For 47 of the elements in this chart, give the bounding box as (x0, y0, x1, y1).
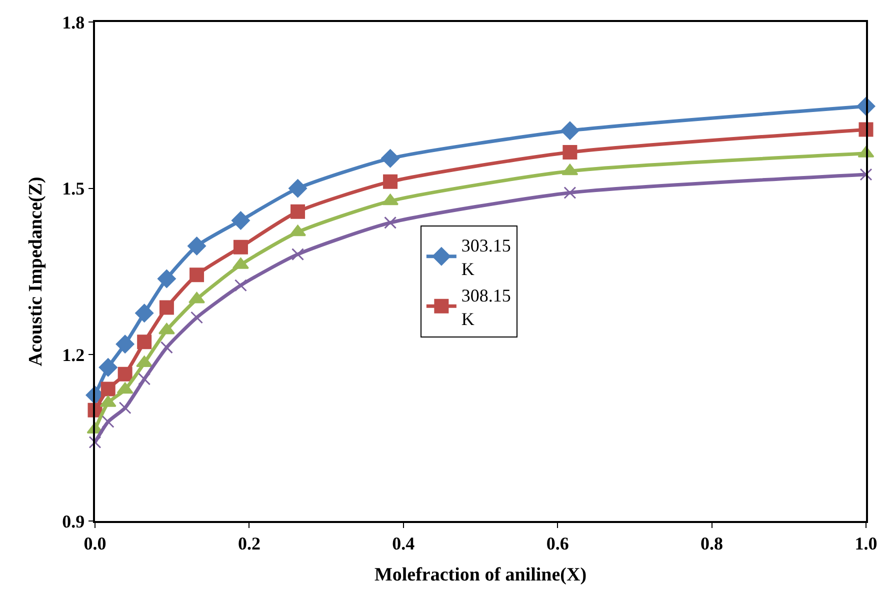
point (860, 168, 872, 181)
point (100, 382, 116, 396)
y-tick-label: 1.2 (62, 344, 85, 365)
legend-label: 308.15 K (461, 286, 511, 329)
x-tick-label: 0.8 (700, 533, 724, 554)
point (232, 211, 250, 230)
point (160, 341, 173, 354)
y-tick-label: 0.9 (62, 511, 85, 532)
point (190, 268, 204, 282)
point (159, 300, 174, 315)
point (383, 174, 398, 189)
point (98, 358, 118, 377)
point (116, 382, 134, 394)
point (135, 304, 154, 322)
point (288, 179, 307, 198)
point (188, 292, 206, 304)
point (190, 311, 204, 324)
x-axis-title: Molefraction of aniline(X) (374, 564, 587, 586)
point (381, 149, 400, 168)
y-axis-title: Acoustic Impedance(Z) (26, 176, 46, 366)
point (188, 236, 206, 256)
point (290, 224, 306, 236)
point (292, 248, 304, 261)
point (382, 194, 399, 206)
point (158, 270, 176, 288)
x-tick-label: 1.0 (854, 533, 878, 554)
point (384, 216, 397, 229)
x-tick-label: 0.4 (392, 533, 415, 554)
y-tick-label: 1.5 (62, 178, 85, 199)
x-tick-label: 0.0 (84, 533, 106, 554)
x-tick-label: 0.2 (238, 533, 260, 554)
point (118, 366, 132, 382)
point (562, 145, 578, 160)
point (116, 334, 134, 354)
point (564, 186, 576, 200)
point (138, 372, 151, 386)
legend-label: 303.15 K (461, 236, 511, 280)
point (118, 402, 132, 414)
point (234, 279, 247, 292)
point (560, 121, 580, 140)
y-tick-label: 1.8 (62, 12, 85, 32)
x-tick-label: 0.6 (546, 533, 569, 554)
point (290, 204, 306, 219)
point (88, 436, 102, 449)
point (102, 416, 114, 428)
point (137, 334, 152, 350)
point (233, 240, 248, 254)
